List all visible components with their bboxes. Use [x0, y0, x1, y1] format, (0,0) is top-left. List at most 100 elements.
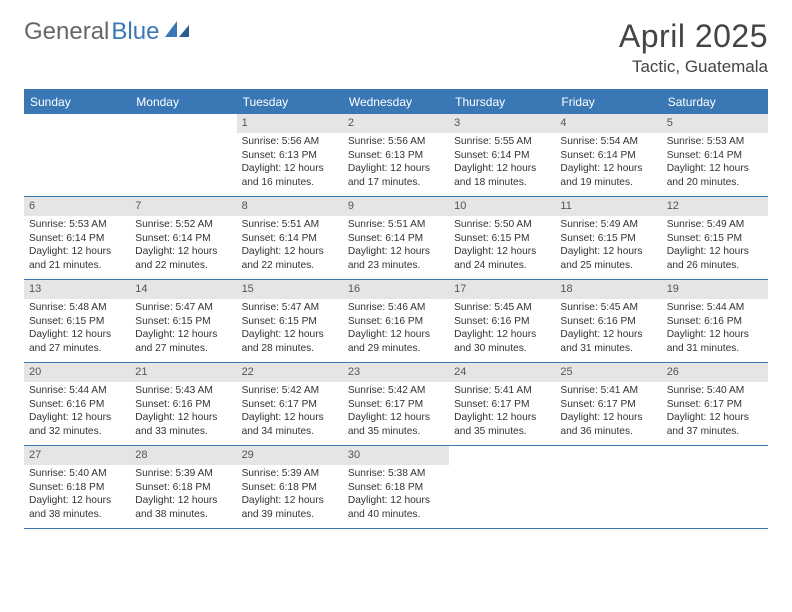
sunrise-line: Sunrise: 5:44 AM: [667, 301, 763, 315]
day-cell: 30Sunrise: 5:38 AMSunset: 6:18 PMDayligh…: [343, 446, 449, 528]
day-body: Sunrise: 5:46 AMSunset: 6:16 PMDaylight:…: [343, 299, 449, 360]
day-cell: 1Sunrise: 5:56 AMSunset: 6:13 PMDaylight…: [237, 114, 343, 196]
sunrise-line: Sunrise: 5:48 AM: [29, 301, 125, 315]
day-cell: 20Sunrise: 5:44 AMSunset: 6:16 PMDayligh…: [24, 363, 130, 445]
day-cell: 15Sunrise: 5:47 AMSunset: 6:15 PMDayligh…: [237, 280, 343, 362]
day-number: 8: [237, 197, 343, 216]
daylight-line: Daylight: 12 hours and 17 minutes.: [348, 162, 444, 190]
day-cell: 14Sunrise: 5:47 AMSunset: 6:15 PMDayligh…: [130, 280, 236, 362]
sunset-line: Sunset: 6:15 PM: [242, 315, 338, 329]
day-body: Sunrise: 5:43 AMSunset: 6:16 PMDaylight:…: [130, 382, 236, 443]
day-body: Sunrise: 5:45 AMSunset: 6:16 PMDaylight:…: [449, 299, 555, 360]
daylight-line: Daylight: 12 hours and 19 minutes.: [560, 162, 656, 190]
day-body: Sunrise: 5:40 AMSunset: 6:18 PMDaylight:…: [24, 465, 130, 526]
daylight-line: Daylight: 12 hours and 26 minutes.: [667, 245, 763, 273]
sunrise-line: Sunrise: 5:53 AM: [667, 135, 763, 149]
day-body: Sunrise: 5:41 AMSunset: 6:17 PMDaylight:…: [555, 382, 661, 443]
sunrise-line: Sunrise: 5:39 AM: [242, 467, 338, 481]
logo-text-2: Blue: [111, 18, 159, 46]
day-number: 21: [130, 363, 236, 382]
daylight-line: Daylight: 12 hours and 23 minutes.: [348, 245, 444, 273]
daylight-line: Daylight: 12 hours and 27 minutes.: [29, 328, 125, 356]
sunset-line: Sunset: 6:14 PM: [560, 149, 656, 163]
daylight-line: Daylight: 12 hours and 24 minutes.: [454, 245, 550, 273]
day-body: Sunrise: 5:38 AMSunset: 6:18 PMDaylight:…: [343, 465, 449, 526]
day-body: Sunrise: 5:45 AMSunset: 6:16 PMDaylight:…: [555, 299, 661, 360]
daylight-line: Daylight: 12 hours and 36 minutes.: [560, 411, 656, 439]
day-cell: 28Sunrise: 5:39 AMSunset: 6:18 PMDayligh…: [130, 446, 236, 528]
month-title: April 2025: [619, 18, 768, 55]
sunset-line: Sunset: 6:16 PM: [560, 315, 656, 329]
daylight-line: Daylight: 12 hours and 33 minutes.: [135, 411, 231, 439]
daylight-line: Daylight: 12 hours and 29 minutes.: [348, 328, 444, 356]
day-cell: 8Sunrise: 5:51 AMSunset: 6:14 PMDaylight…: [237, 197, 343, 279]
daylight-line: Daylight: 12 hours and 18 minutes.: [454, 162, 550, 190]
day-number: [662, 446, 768, 465]
weekday-header: Sunday: [24, 91, 130, 114]
daylight-line: Daylight: 12 hours and 22 minutes.: [242, 245, 338, 273]
day-number: 15: [237, 280, 343, 299]
day-number: 23: [343, 363, 449, 382]
day-cell: 19Sunrise: 5:44 AMSunset: 6:16 PMDayligh…: [662, 280, 768, 362]
sunrise-line: Sunrise: 5:55 AM: [454, 135, 550, 149]
calendar: SundayMondayTuesdayWednesdayThursdayFrid…: [24, 89, 768, 529]
day-body: Sunrise: 5:54 AMSunset: 6:14 PMDaylight:…: [555, 133, 661, 194]
day-body: Sunrise: 5:49 AMSunset: 6:15 PMDaylight:…: [555, 216, 661, 277]
location-label: Tactic, Guatemala: [619, 57, 768, 77]
sunset-line: Sunset: 6:18 PM: [135, 481, 231, 495]
daylight-line: Daylight: 12 hours and 32 minutes.: [29, 411, 125, 439]
day-body: Sunrise: 5:52 AMSunset: 6:14 PMDaylight:…: [130, 216, 236, 277]
title-block: April 2025 Tactic, Guatemala: [619, 18, 768, 77]
day-body: Sunrise: 5:44 AMSunset: 6:16 PMDaylight:…: [24, 382, 130, 443]
sunrise-line: Sunrise: 5:51 AM: [348, 218, 444, 232]
daylight-line: Daylight: 12 hours and 40 minutes.: [348, 494, 444, 522]
day-body: Sunrise: 5:42 AMSunset: 6:17 PMDaylight:…: [343, 382, 449, 443]
sunrise-line: Sunrise: 5:38 AM: [348, 467, 444, 481]
sunrise-line: Sunrise: 5:40 AM: [667, 384, 763, 398]
day-cell: [555, 446, 661, 528]
day-cell: 23Sunrise: 5:42 AMSunset: 6:17 PMDayligh…: [343, 363, 449, 445]
sunset-line: Sunset: 6:14 PM: [29, 232, 125, 246]
day-number: 18: [555, 280, 661, 299]
sunset-line: Sunset: 6:14 PM: [135, 232, 231, 246]
day-cell: [449, 446, 555, 528]
day-number: [555, 446, 661, 465]
day-cell: 24Sunrise: 5:41 AMSunset: 6:17 PMDayligh…: [449, 363, 555, 445]
day-cell: 5Sunrise: 5:53 AMSunset: 6:14 PMDaylight…: [662, 114, 768, 196]
week-row: 27Sunrise: 5:40 AMSunset: 6:18 PMDayligh…: [24, 446, 768, 529]
sunrise-line: Sunrise: 5:39 AM: [135, 467, 231, 481]
day-number: 24: [449, 363, 555, 382]
day-cell: 2Sunrise: 5:56 AMSunset: 6:13 PMDaylight…: [343, 114, 449, 196]
day-body: Sunrise: 5:39 AMSunset: 6:18 PMDaylight:…: [237, 465, 343, 526]
sunset-line: Sunset: 6:14 PM: [242, 232, 338, 246]
day-number: 9: [343, 197, 449, 216]
sunrise-line: Sunrise: 5:54 AM: [560, 135, 656, 149]
day-number: [449, 446, 555, 465]
day-cell: 9Sunrise: 5:51 AMSunset: 6:14 PMDaylight…: [343, 197, 449, 279]
sunrise-line: Sunrise: 5:53 AM: [29, 218, 125, 232]
day-cell: [662, 446, 768, 528]
sunrise-line: Sunrise: 5:41 AM: [454, 384, 550, 398]
daylight-line: Daylight: 12 hours and 34 minutes.: [242, 411, 338, 439]
day-body: Sunrise: 5:47 AMSunset: 6:15 PMDaylight:…: [237, 299, 343, 360]
day-body: Sunrise: 5:56 AMSunset: 6:13 PMDaylight:…: [343, 133, 449, 194]
logo-sail-icon: [163, 18, 191, 46]
day-body: Sunrise: 5:51 AMSunset: 6:14 PMDaylight:…: [343, 216, 449, 277]
day-cell: 16Sunrise: 5:46 AMSunset: 6:16 PMDayligh…: [343, 280, 449, 362]
daylight-line: Daylight: 12 hours and 38 minutes.: [29, 494, 125, 522]
sunrise-line: Sunrise: 5:49 AM: [667, 218, 763, 232]
sunset-line: Sunset: 6:13 PM: [242, 149, 338, 163]
day-number: 6: [24, 197, 130, 216]
day-cell: 13Sunrise: 5:48 AMSunset: 6:15 PMDayligh…: [24, 280, 130, 362]
daylight-line: Daylight: 12 hours and 31 minutes.: [560, 328, 656, 356]
daylight-line: Daylight: 12 hours and 39 minutes.: [242, 494, 338, 522]
weekday-header: Friday: [555, 91, 661, 114]
sunrise-line: Sunrise: 5:40 AM: [29, 467, 125, 481]
sunset-line: Sunset: 6:14 PM: [348, 232, 444, 246]
sunrise-line: Sunrise: 5:47 AM: [135, 301, 231, 315]
sunrise-line: Sunrise: 5:45 AM: [560, 301, 656, 315]
weekday-header: Wednesday: [343, 91, 449, 114]
sunset-line: Sunset: 6:18 PM: [242, 481, 338, 495]
day-body: Sunrise: 5:41 AMSunset: 6:17 PMDaylight:…: [449, 382, 555, 443]
day-body: Sunrise: 5:53 AMSunset: 6:14 PMDaylight:…: [662, 133, 768, 194]
